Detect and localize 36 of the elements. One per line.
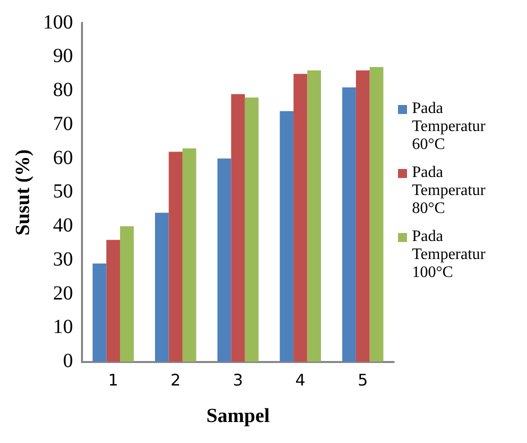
- bar: [294, 74, 308, 362]
- bar: [280, 111, 294, 362]
- legend-label: Pada Temperatur 80°C: [412, 164, 487, 218]
- y-tick-label: 80: [53, 79, 73, 102]
- y-tick-label: 10: [53, 316, 73, 338]
- bar: [168, 152, 182, 362]
- legend-label: Pada Temperatur 100°C: [412, 228, 487, 282]
- legend-label: Pada Temperatur 60°C: [412, 100, 487, 154]
- bar: [92, 264, 106, 362]
- y-tick-label: 40: [53, 214, 73, 237]
- bar: [106, 240, 120, 362]
- y-tick-label: 70: [53, 112, 73, 135]
- y-tick-label: 50: [53, 180, 73, 203]
- bar: [231, 94, 245, 362]
- x-tick-label: 4: [295, 370, 306, 390]
- bar: [120, 226, 134, 362]
- y-tick-label: 100: [43, 11, 73, 34]
- y-tick-label: 60: [53, 146, 73, 169]
- bar: [182, 148, 196, 362]
- x-tick-label: 2: [170, 370, 181, 390]
- x-tick-label: 5: [358, 370, 368, 390]
- x-tick-label: 1: [108, 370, 118, 390]
- y-axis-title: Susut (%): [12, 149, 34, 236]
- y-tick-label: 20: [53, 282, 73, 304]
- bar: [342, 87, 356, 362]
- bar: [155, 212, 169, 362]
- x-tick-label: 3: [232, 370, 244, 390]
- bar: [217, 158, 232, 362]
- y-tick-label: 0: [63, 350, 73, 372]
- bar: [370, 67, 384, 362]
- bar: [307, 70, 321, 362]
- bar: [244, 98, 259, 362]
- x-axis-title: Sampel: [206, 405, 270, 428]
- bar: [356, 70, 370, 362]
- y-tick-label: 30: [53, 248, 73, 270]
- y-tick-label: 90: [53, 45, 73, 68]
